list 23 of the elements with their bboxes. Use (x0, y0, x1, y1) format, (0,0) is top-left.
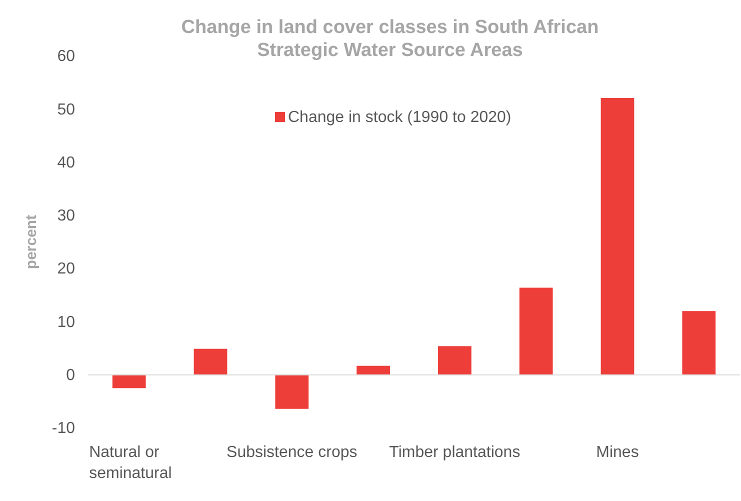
y-tick-label: 10 (57, 314, 76, 331)
bar (356, 366, 390, 375)
legend-label: Change in stock (1990 to 2020) (288, 109, 512, 126)
bar (112, 374, 146, 388)
y-tick-label: 20 (57, 260, 76, 278)
y-tick-label: -10 (52, 420, 76, 438)
y-axis-title: percent (23, 214, 40, 270)
x-tick-label: Mines (596, 444, 639, 461)
x-tick-label: Natural or seminatural (89, 444, 172, 482)
x-tick-label: Subsistence crops (226, 444, 358, 461)
chart-title: Change in land cover classes in South African Strategic Water Source Areas (181, 17, 599, 61)
y-tick-label: 40 (57, 154, 76, 172)
y-tick-label: 30 (57, 208, 76, 225)
bar (194, 348, 228, 375)
y-tick-label: 60 (57, 48, 76, 66)
bar (682, 311, 716, 375)
bar (519, 288, 553, 375)
y-tick-label: 50 (57, 101, 76, 118)
x-tick-label: Timber plantations (389, 444, 520, 461)
bar (438, 346, 472, 375)
bar (275, 374, 309, 409)
bar (600, 98, 634, 375)
y-tick-label: 0 (66, 366, 76, 384)
